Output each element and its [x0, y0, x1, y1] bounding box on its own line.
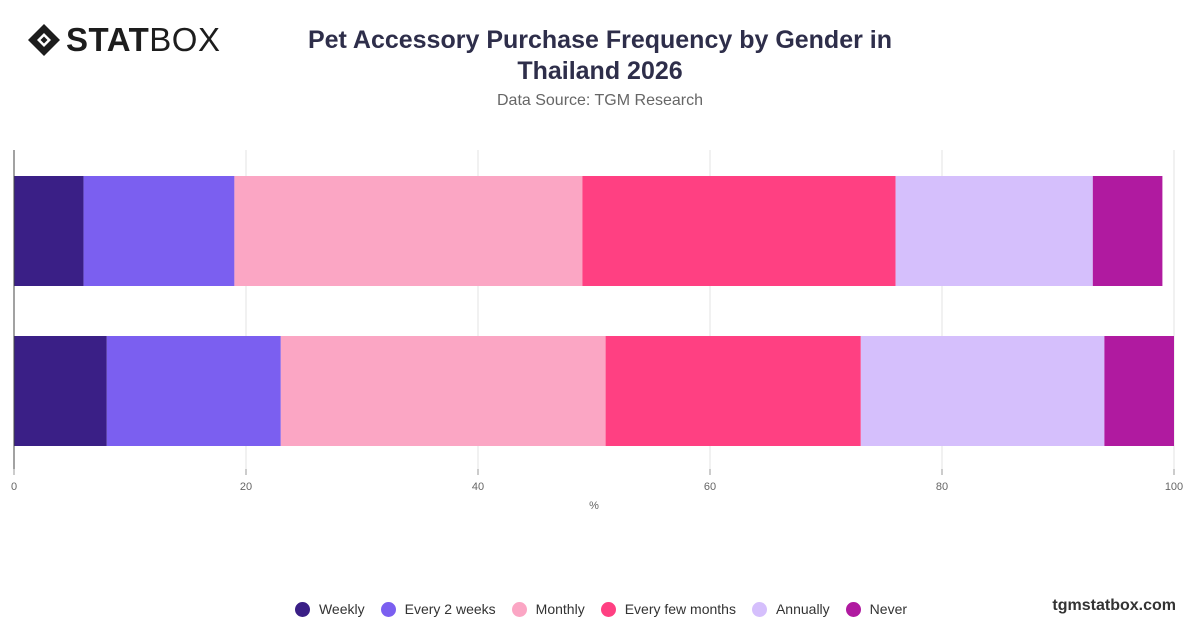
bar-2-every-2-weeks[interactable] — [106, 336, 281, 446]
legend-item-monthly[interactable]: Monthly — [511, 601, 585, 617]
bar-1-every-few-months[interactable] — [582, 176, 896, 286]
bar-1-weekly[interactable] — [14, 176, 84, 286]
bar-segments — [14, 176, 1174, 446]
logo-wordmark-light: BOX — [149, 21, 221, 58]
legend-item-every-few-months[interactable]: Every few months — [600, 601, 736, 617]
legend-swatch-weekly — [294, 601, 310, 617]
legend-item-never[interactable]: Never — [845, 601, 908, 617]
legend-label-every-2-weeks: Every 2 weeks — [404, 601, 496, 617]
stacked-bar-chart: 0 20 40 60 80 100 % — [11, 150, 1183, 512]
bar-2-monthly[interactable] — [280, 336, 606, 446]
x-tick-label-100: 100 — [1165, 481, 1183, 493]
x-tick-label-80: 80 — [936, 481, 948, 493]
x-tick-label-40: 40 — [472, 481, 484, 493]
bar-2-weekly[interactable] — [14, 336, 107, 446]
legend-swatch-monthly — [511, 601, 527, 617]
x-tick-label-60: 60 — [704, 481, 716, 493]
legend-label-monthly: Monthly — [535, 601, 585, 617]
legend-swatch-never — [845, 601, 861, 617]
bar-2-every-few-months[interactable] — [605, 336, 861, 446]
legend-label-weekly: Weekly — [318, 601, 365, 617]
bar-2-annually[interactable] — [860, 336, 1105, 446]
axes: 0 20 40 60 80 100 — [11, 150, 1183, 493]
logo-wordmark: STATBOX — [66, 22, 220, 58]
legend-label-every-few-months: Every few months — [624, 601, 736, 617]
bar-1-never[interactable] — [1092, 176, 1163, 286]
legend-item-every-2-weeks[interactable]: Every 2 weeks — [380, 601, 496, 617]
legend-label-annually: Annually — [775, 601, 830, 617]
bar-1-annually[interactable] — [895, 176, 1093, 286]
bar-2-never[interactable] — [1104, 336, 1174, 446]
chart-title: Pet Accessory Purchase Frequency by Gend… — [307, 26, 893, 85]
statbox-diamond-icon — [28, 24, 60, 56]
x-axis-title: % — [589, 500, 599, 512]
legend-swatch-every-2-weeks — [380, 601, 396, 617]
legend-label-never: Never — [869, 601, 908, 617]
statbox-logo: STATBOX — [26, 22, 220, 58]
x-tick-label-0: 0 — [11, 481, 17, 493]
legend-item-annually[interactable]: Annually — [751, 601, 830, 617]
bar-1-monthly[interactable] — [234, 176, 583, 286]
legend-swatch-every-few-months — [600, 601, 616, 617]
chart-legend: Weekly Every 2 weeks Monthly Every few mont… — [0, 601, 1200, 617]
legend-item-weekly[interactable]: Weekly — [294, 601, 365, 617]
site-url[interactable]: tgmstatbox.com — [1052, 597, 1176, 614]
logo-wordmark-strong: STAT — [66, 21, 150, 58]
legend-swatch-annually — [751, 601, 767, 617]
x-tick-label-20: 20 — [240, 481, 252, 493]
bar-1-every-2-weeks[interactable] — [83, 176, 235, 286]
chart-subtitle: Data Source: TGM Research — [496, 92, 703, 109]
legend-items: Weekly Every 2 weeks Monthly Every few mont… — [287, 601, 915, 617]
